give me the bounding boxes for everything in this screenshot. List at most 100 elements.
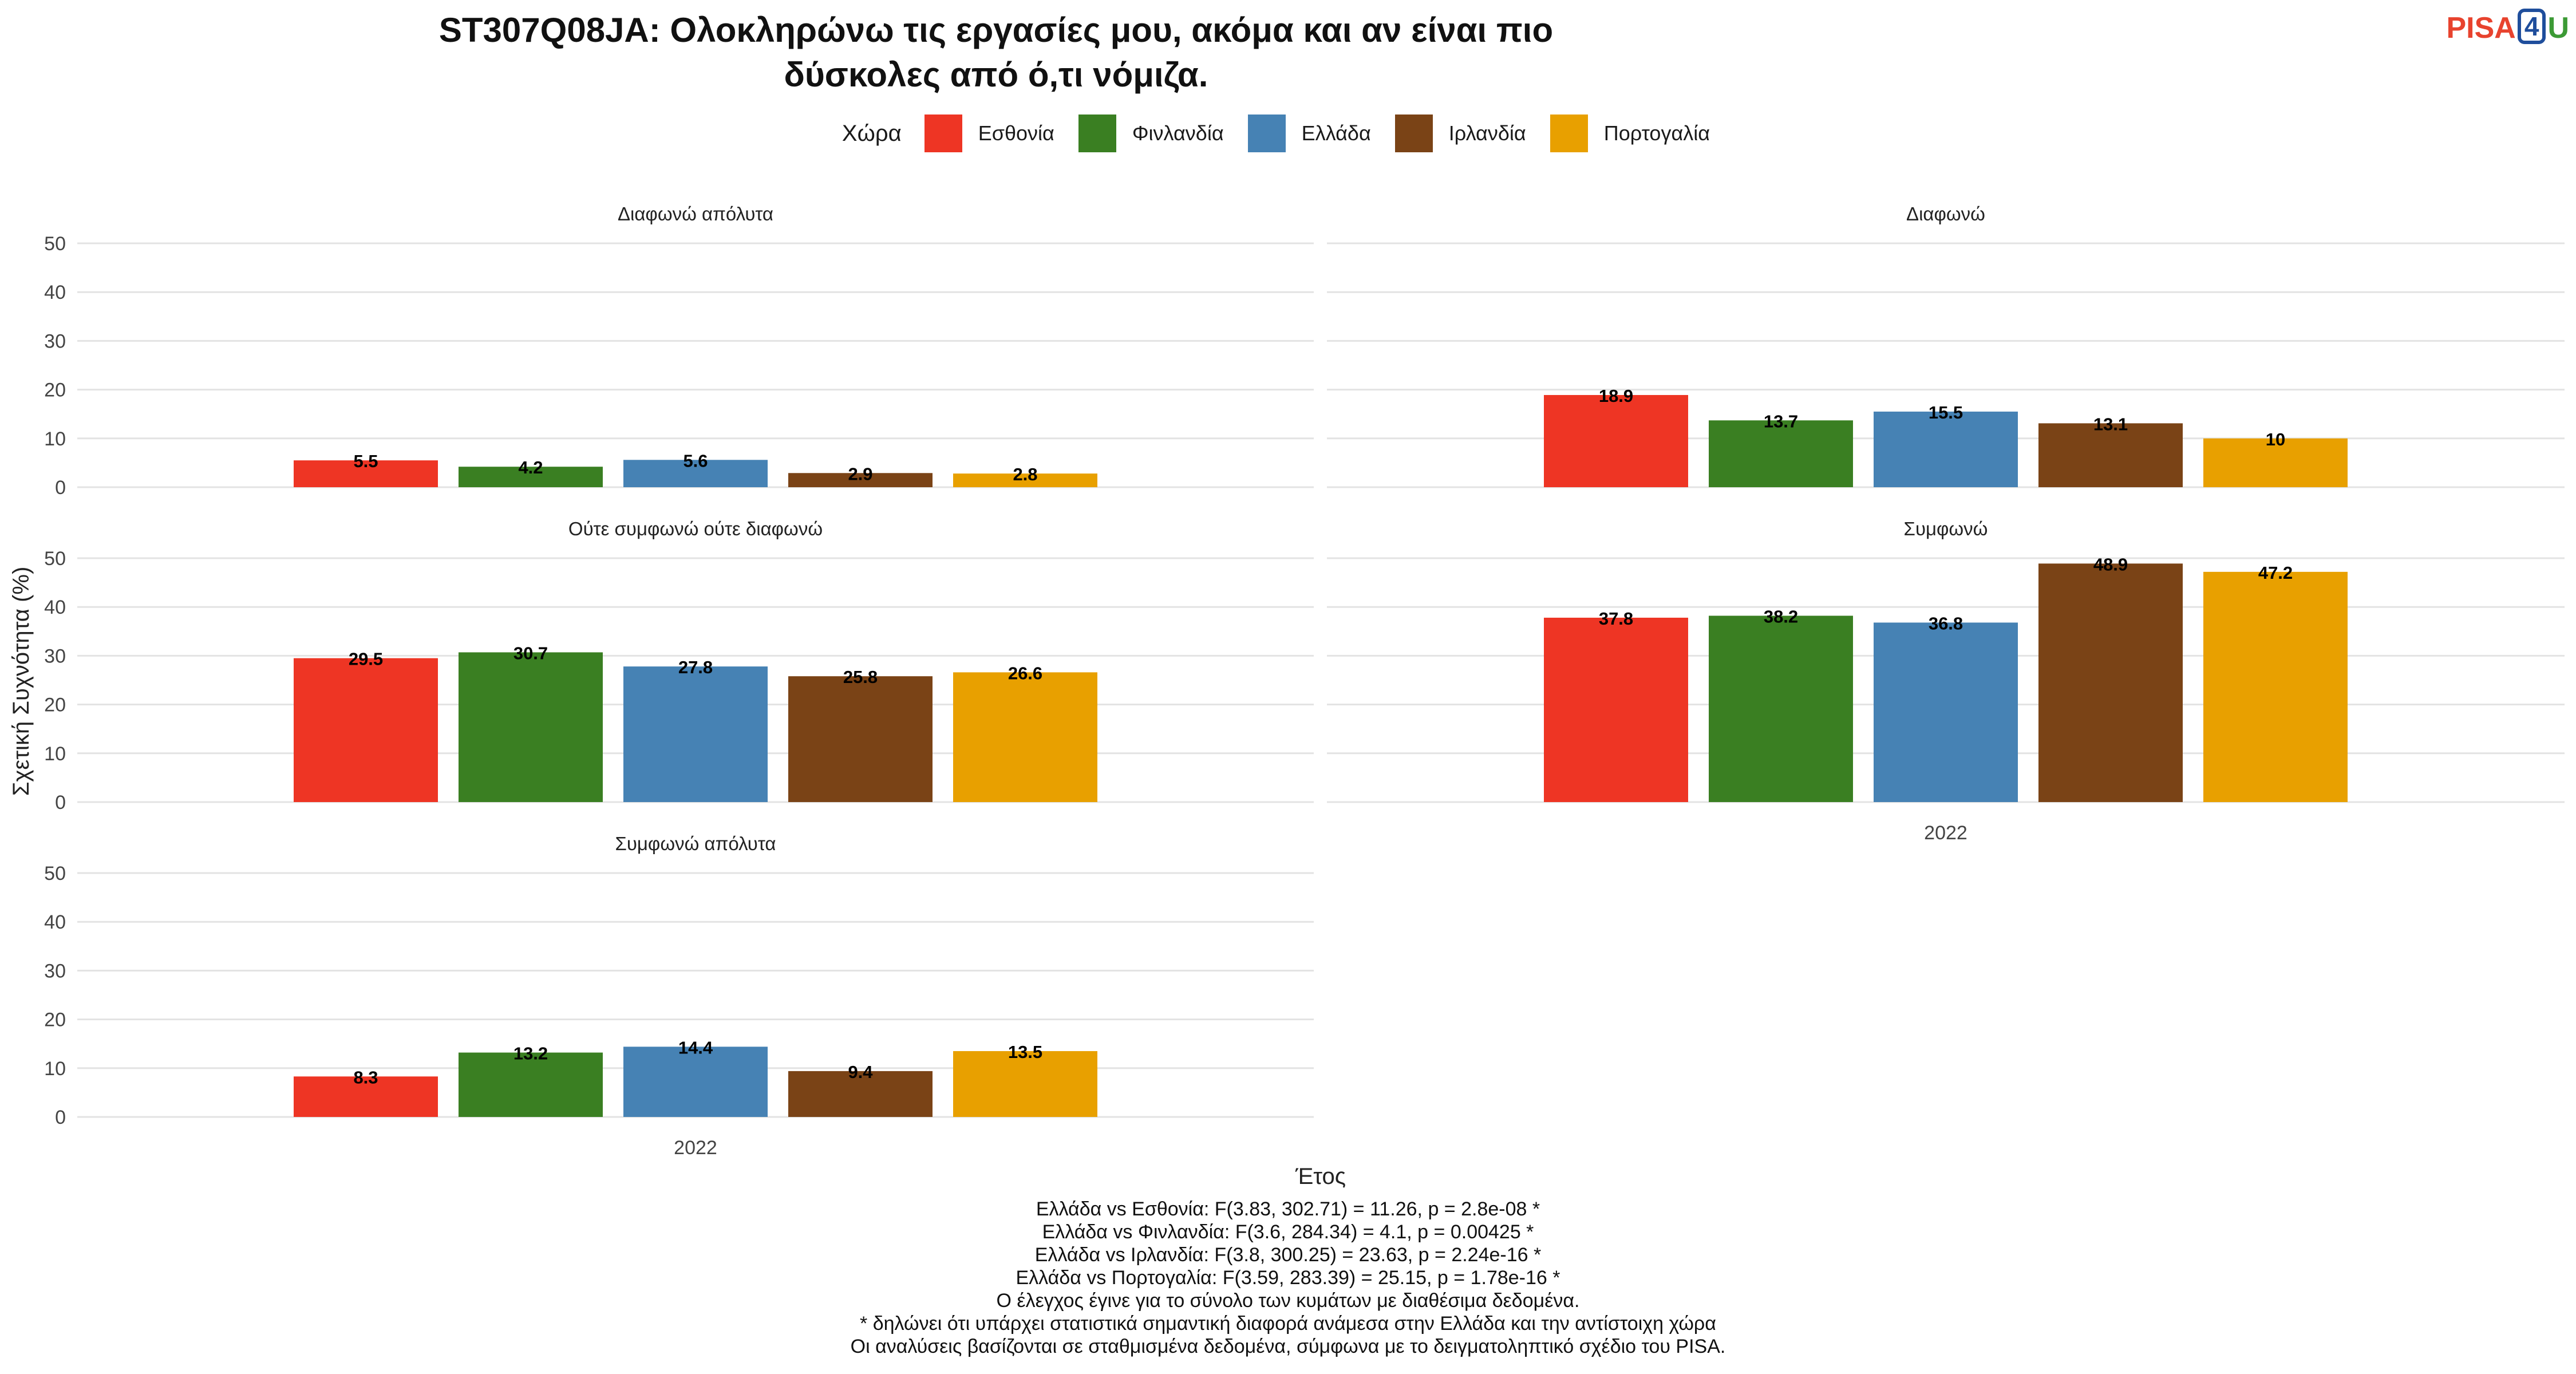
data-label: 30.7: [513, 643, 548, 663]
logo-four-badge: 4: [2517, 9, 2546, 44]
footnote-line: Ο έλεγχος έγινε για το σύνολο των κυμάτω…: [996, 1290, 1580, 1312]
data-label: 10: [2266, 429, 2285, 449]
data-label: 13.2: [513, 1044, 548, 1064]
bar-2-2: [1709, 420, 1853, 487]
y-tick-label: 10: [44, 1058, 66, 1080]
bar-4-3: [1874, 622, 2018, 802]
legend-item: Ιρλανδία: [1394, 114, 1526, 152]
data-label: 4.2: [518, 457, 543, 477]
data-label: 13.5: [1008, 1042, 1042, 1062]
bar-3-2: [459, 652, 603, 802]
x-tick-label: 2022: [674, 1137, 717, 1159]
footnotes: Ελλάδα vs Εσθονία: F(3.83, 302.71) = 11.…: [0, 1198, 2576, 1358]
chart-title-line-1: ST307Q08JA: Ολοκληρώνω τις εργασίες μου,…: [438, 11, 1554, 49]
panel-strip-label: Συμφωνώ: [1904, 518, 1988, 539]
data-label: 13.1: [2093, 414, 2128, 434]
chart-title: ST307Q08JA: Ολοκληρώνω τις εργασίες μου,…: [0, 8, 1992, 97]
bar-2-3: [1874, 411, 2018, 487]
y-tick-label: 40: [44, 282, 66, 303]
legend-label: Εσθονία: [978, 121, 1054, 145]
y-tick-label: 20: [44, 380, 66, 401]
x-tick-label: 2022: [1924, 822, 1967, 844]
bar-4-2: [1709, 615, 1853, 802]
bar-5-5: [953, 1051, 1097, 1117]
footnote-line: Ελλάδα vs Φινλανδία: F(3.6, 284.34) = 4.…: [1042, 1221, 1534, 1243]
chart-legend: Χώρα Εσθονία Φινλανδία Ελλάδα Ιρλανδία Πορτο…: [0, 114, 2576, 152]
legend-title: Χώρα: [841, 120, 902, 146]
footnote-line: Ελλάδα vs Πορτογαλία: F(3.59, 283.39) = …: [1016, 1267, 1560, 1289]
bar-1-5: [953, 473, 1097, 487]
data-label: 47.2: [2258, 563, 2293, 583]
data-label: 38.2: [1764, 607, 1798, 627]
bar-1-1: [294, 460, 438, 487]
data-label: 2.8: [1013, 464, 1037, 484]
panel-strip-label: Διαφωνώ απόλυτα: [618, 203, 773, 224]
bar-4-5: [2203, 571, 2348, 802]
bar-4-4: [2038, 563, 2183, 802]
bar-5-4: [788, 1071, 933, 1117]
bar-2-4: [2038, 423, 2183, 487]
y-tick-label: 40: [44, 911, 66, 933]
legend-item: Εσθονία: [924, 114, 1054, 152]
y-tick-label: 30: [44, 960, 66, 982]
legend-label: Ιρλανδία: [1448, 121, 1526, 145]
data-label: 8.3: [353, 1067, 378, 1087]
legend-item: Πορτογαλία: [1550, 114, 1710, 152]
y-tick-label: 10: [44, 743, 66, 765]
data-label: 29.5: [349, 649, 383, 669]
x-axis-title: Έτος: [1295, 1164, 1346, 1189]
footnote-line: Οι αναλύσεις βασίζονται σε σταθμισμένα δ…: [850, 1336, 1726, 1357]
data-label: 2.9: [848, 464, 872, 484]
y-tick-label: 0: [55, 792, 66, 814]
bar-3-4: [788, 676, 933, 802]
y-tick-label: 20: [44, 694, 66, 716]
y-tick-label: 30: [44, 645, 66, 667]
y-tick-label: 40: [44, 597, 66, 618]
panel-strip-label: Συμφωνώ απόλυτα: [615, 833, 776, 854]
chart-title-line-2: δύσκολες από ό,τι νόμιζα.: [784, 56, 1208, 94]
data-label: 9.4: [848, 1062, 873, 1082]
y-tick-label: 50: [44, 548, 66, 570]
y-tick-label: 50: [44, 233, 66, 255]
data-label: 37.8: [1599, 609, 1633, 629]
bar-5-2: [459, 1052, 603, 1117]
bar-2-5: [2203, 438, 2348, 487]
legend-swatch: [1550, 114, 1588, 152]
data-label: 36.8: [1929, 613, 1963, 633]
bar-3-5: [953, 672, 1097, 802]
legend-label: Φινλανδία: [1132, 121, 1224, 145]
logo-u-text: U: [2547, 11, 2569, 45]
data-label: 14.4: [678, 1037, 713, 1057]
legend-item: Ελλάδα: [1247, 114, 1371, 152]
data-label: 5.6: [683, 451, 708, 471]
y-tick-label: 0: [55, 477, 66, 499]
bar-3-3: [623, 666, 768, 802]
pisa4u-logo: PISA 4 U: [2446, 8, 2569, 48]
y-tick-label: 20: [44, 1009, 66, 1031]
footnote-line: Ελλάδα vs Εσθονία: F(3.83, 302.71) = 11.…: [1036, 1198, 1540, 1220]
bar-5-3: [623, 1047, 768, 1117]
legend-swatch: [924, 114, 962, 152]
data-label: 18.9: [1599, 386, 1633, 406]
data-label: 25.8: [843, 667, 878, 687]
legend-swatch: [1247, 114, 1286, 152]
y-tick-label: 50: [44, 863, 66, 885]
bar-4-1: [1544, 617, 1688, 802]
panel-strip-label: Διαφωνώ: [1906, 203, 1985, 224]
data-label: 48.9: [2093, 554, 2128, 574]
bar-2-1: [1544, 394, 1688, 487]
data-label: 27.8: [678, 657, 713, 677]
data-label: 13.7: [1764, 411, 1798, 431]
footnote-line: Ελλάδα vs Ιρλανδία: F(3.8, 300.25) = 23.…: [1034, 1244, 1542, 1266]
footnote-line: * δηλώνει ότι υπάρχει στατιστικά σημαντι…: [860, 1313, 1716, 1334]
logo-pisa-text: PISA: [2446, 11, 2516, 45]
data-label: 26.6: [1008, 663, 1042, 683]
bar-1-2: [459, 467, 603, 487]
legend-swatch: [1394, 114, 1433, 152]
legend-label: Πορτογαλία: [1603, 121, 1710, 145]
bar-1-4: [788, 473, 933, 487]
panel-strip-label: Ούτε συμφωνώ ούτε διαφωνώ: [568, 518, 823, 539]
y-axis-title: Σχετική Συχνότητα (%): [9, 567, 34, 796]
data-label: 5.5: [353, 451, 378, 471]
bar-1-3: [623, 460, 768, 487]
